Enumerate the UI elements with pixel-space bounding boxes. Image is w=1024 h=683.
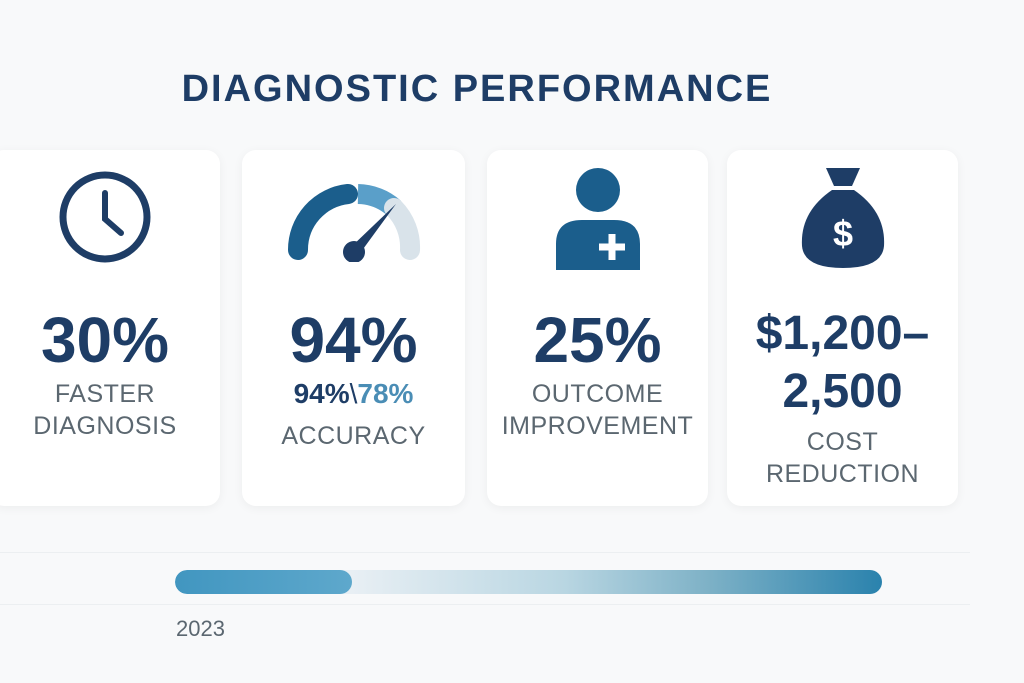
metric-label: REDUCTION bbox=[765, 460, 920, 488]
metric-label: FASTER bbox=[54, 380, 156, 408]
divider bbox=[0, 604, 970, 605]
card-outcome-improvement: 25% OUTCOME IMPROVEMENT bbox=[487, 150, 708, 506]
patient-plus-icon bbox=[487, 168, 708, 270]
metric-label: COST bbox=[806, 428, 879, 456]
metric-label: IMPROVEMENT bbox=[501, 412, 694, 440]
gauge-icon bbox=[242, 172, 465, 262]
svg-text:$: $ bbox=[832, 213, 852, 254]
card-cost-reduction: $ $1,200– 2,500 COST REDUCTION bbox=[727, 150, 958, 506]
accuracy-ai: 94% bbox=[293, 378, 350, 409]
metric-label: DIAGNOSIS bbox=[33, 412, 177, 440]
divider bbox=[0, 552, 970, 553]
card-faster-diagnosis: 30% FASTER DIAGNOSIS bbox=[0, 150, 220, 506]
card-accuracy: 94% 94%\78% ACCURACY bbox=[242, 150, 465, 506]
metric-value: 94% bbox=[289, 304, 418, 376]
page-title: DIAGNOSTIC PERFORMANCE bbox=[181, 68, 773, 110]
metric-value: $1,200– bbox=[755, 307, 930, 360]
accuracy-baseline: 78% bbox=[357, 378, 414, 409]
metric-value: 2,500 bbox=[782, 365, 903, 418]
timeline-progress-bar bbox=[175, 570, 882, 594]
metric-value: 30% bbox=[40, 304, 170, 376]
metric-value: 25% bbox=[533, 304, 662, 376]
metric-label: OUTCOME bbox=[531, 380, 664, 408]
accuracy-comparison: 94%\78% bbox=[242, 378, 465, 410]
clock-icon bbox=[0, 171, 220, 263]
timeline-year: 2023 bbox=[176, 616, 225, 641]
metric-label: ACCURACY bbox=[281, 422, 426, 450]
money-bag-icon: $ bbox=[727, 168, 958, 268]
progress-fill bbox=[175, 570, 352, 594]
separator: \ bbox=[349, 378, 358, 409]
